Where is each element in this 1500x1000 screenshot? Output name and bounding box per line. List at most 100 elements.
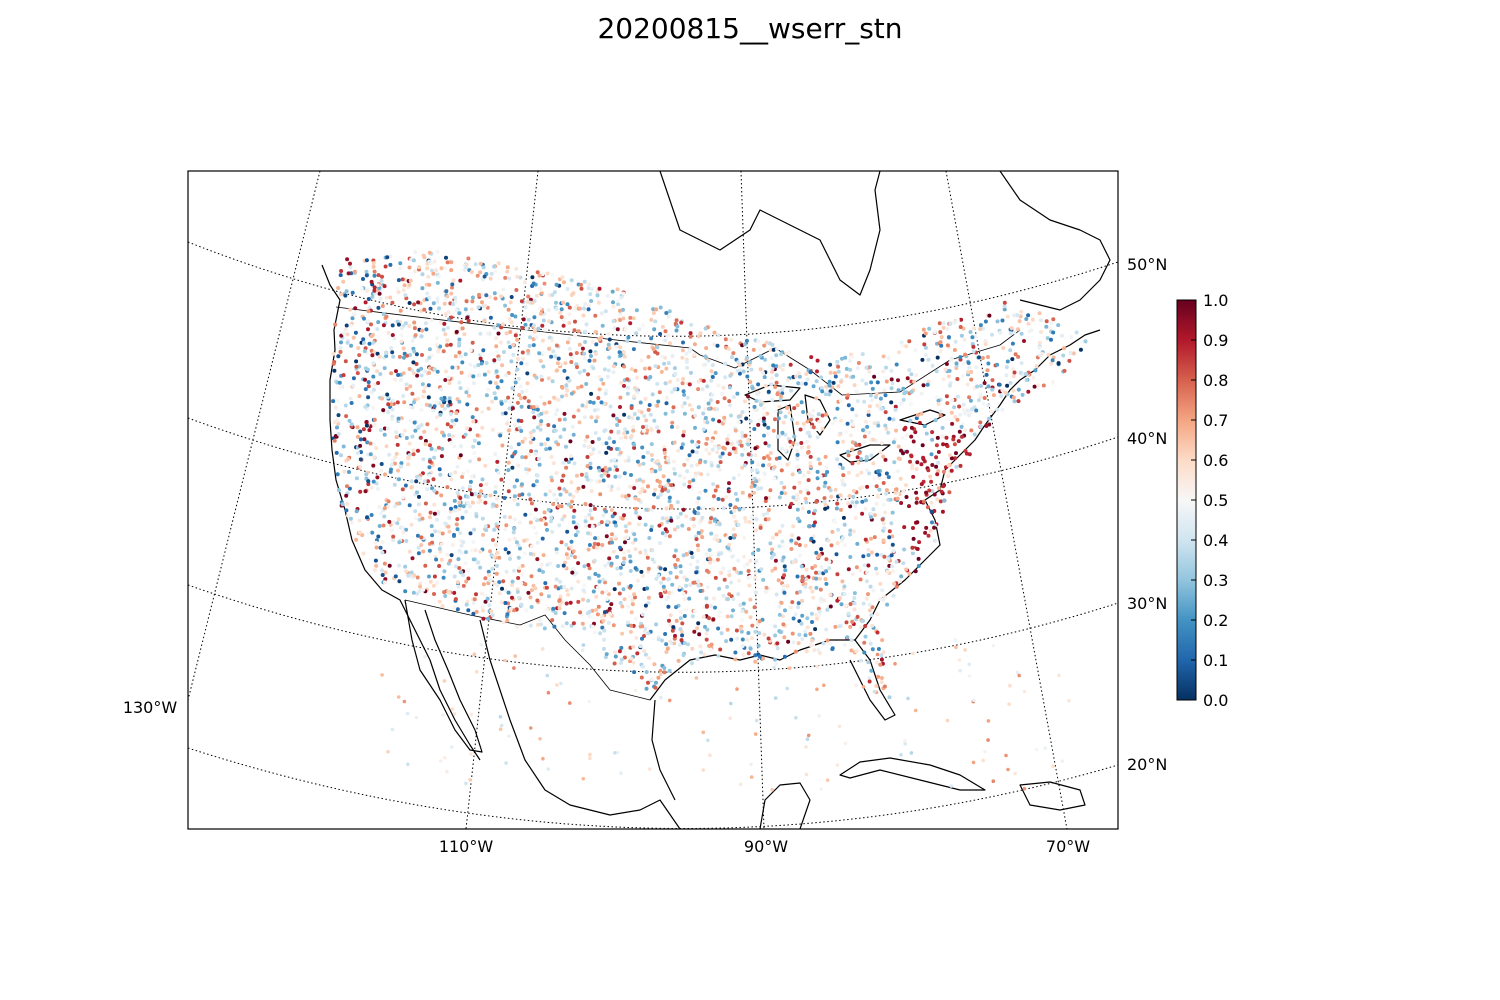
station-dot [818,599,823,604]
station-dot [517,425,522,430]
station-dot [463,352,468,357]
station-dot [651,347,656,352]
station-dot [475,433,480,438]
station-dot [565,388,569,393]
station-dot [445,260,450,265]
station-dot [601,577,605,582]
station-dot [788,362,793,367]
station-dot [604,509,608,514]
station-dot [991,393,996,398]
station-dot [799,441,804,445]
station-dot [756,422,761,427]
station-dot [559,307,564,312]
station-dot [692,352,697,357]
station-dot [837,624,842,629]
station-dot [736,522,741,527]
station-dot [915,413,920,418]
station-dot [753,653,758,658]
station-dot [432,502,437,507]
station-dot [735,636,740,641]
station-dot [896,388,901,393]
station-dot [529,574,534,579]
station-dot [516,595,521,600]
station-dot [986,361,991,366]
station-dot [480,591,484,596]
station-dot [459,370,464,375]
station-dot [766,517,771,522]
station-dot [1004,365,1009,370]
station-dot [554,300,558,305]
station-dot [652,662,657,667]
station-dot [409,570,414,575]
station-dot [754,468,759,473]
station-dot [345,484,349,489]
station-dot [658,672,663,677]
station-dot [463,265,468,270]
station-dot [465,500,470,505]
station-dot [735,497,740,502]
station-dot [406,462,411,467]
station-dot [574,351,579,355]
station-dot [904,344,909,349]
station-dot [599,614,604,619]
station-dot [590,451,595,456]
station-dot [796,536,801,541]
station-dot [403,321,408,326]
station-dot [846,501,851,506]
station-dot [443,521,448,526]
station-dot [656,429,661,434]
station-dot [852,591,857,596]
station-dot [587,609,592,614]
station-dot [423,654,427,659]
station-dot [549,354,554,359]
station-dot [432,367,437,372]
station-dot [543,581,548,586]
station-dot [599,400,604,405]
station-dot [399,339,404,344]
station-dot [509,320,514,325]
station-dot [376,534,381,539]
east-coast [854,329,1101,641]
station-dot [803,629,808,634]
station-dot [921,327,926,332]
station-dot [1002,307,1007,312]
station-dot [808,454,813,459]
station-dot [413,250,418,255]
station-dot [845,393,850,398]
station-dot [878,662,883,667]
station-dot [882,526,887,531]
station-dot [395,521,400,526]
station-dot [749,367,754,372]
station-dot [416,502,421,507]
station-dot [412,326,417,331]
station-dot [746,394,751,399]
station-dot [930,430,935,435]
station-dot [467,393,471,398]
station-dot [629,406,634,410]
station-dot [396,416,401,421]
station-dot [850,572,855,577]
station-dot [597,337,602,342]
station-dot [878,581,883,586]
station-dot [449,745,454,749]
station-dot [439,387,444,392]
station-dot [369,485,374,490]
station-dot [909,372,914,377]
station-dot [753,446,758,451]
station-dot [557,523,562,528]
station-dot [676,448,681,453]
station-dot [453,299,458,304]
station-dot [348,396,353,401]
station-dot [930,463,935,467]
station-dot [488,493,493,498]
station-dot [512,497,517,502]
station-dot [464,602,469,607]
station-dot [765,431,770,436]
station-dot [710,439,714,443]
station-dot [437,564,442,568]
station-dot [360,533,365,538]
station-dot [675,525,680,529]
station-dot [440,604,445,609]
station-dot [850,619,855,624]
station-dot [524,326,529,331]
